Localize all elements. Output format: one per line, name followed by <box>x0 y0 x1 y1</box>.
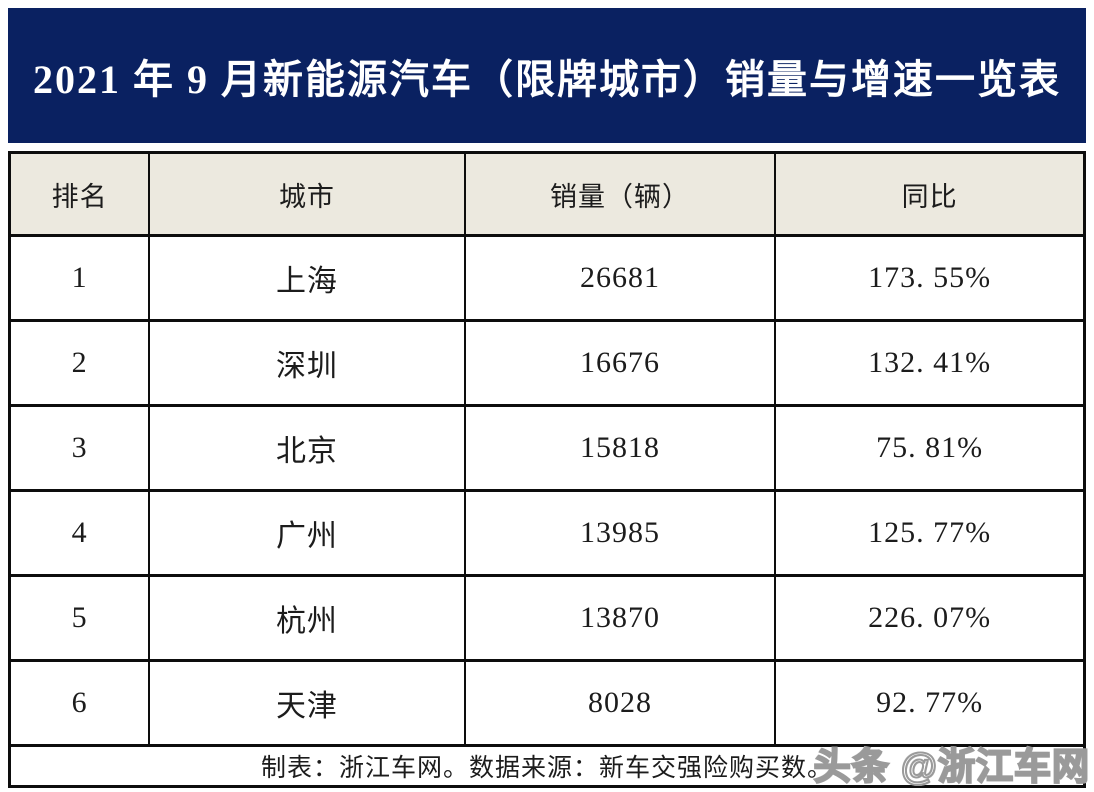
cell-yoy: 125. 77% <box>868 516 992 549</box>
header-rank: 排名 <box>11 154 151 234</box>
cell-rank: 3 <box>11 407 151 489</box>
header-sales: 销量（辆） <box>466 154 777 234</box>
cell-rank: 1 <box>11 237 151 319</box>
toutiao-watermark: 头条 @浙江车网 <box>813 745 1090 788</box>
title-banner: 2021 年 9 月新能源汽车（限牌城市）销量与增速一览表 <box>8 8 1086 143</box>
cell-city: 天津 <box>150 662 466 744</box>
cell-city: 北京 <box>150 407 466 489</box>
cell-rank: 4 <box>11 492 151 574</box>
sales-table: 排名 城市 销量（辆） 同比 1 上海 26681 173. 55% 2 深圳 … <box>8 151 1086 788</box>
cell-yoy: 75. 81% <box>876 431 984 464</box>
cell-city: 杭州 <box>150 577 466 659</box>
cell-sales: 13870 <box>466 577 777 659</box>
cell-yoy: 132. 41% <box>868 346 992 379</box>
cell-yoy: 92. 77% <box>876 686 984 719</box>
table-row: 6 天津 8028 92. 77% <box>11 662 1083 747</box>
cell-rank: 5 <box>11 577 151 659</box>
table-row: 3 北京 15818 75. 81% <box>11 407 1083 492</box>
cell-rank: 6 <box>11 662 151 744</box>
cell-city: 上海 <box>150 237 466 319</box>
cell-sales: 8028 <box>466 662 777 744</box>
cell-yoy: 226. 07% <box>868 601 992 634</box>
cell-sales: 15818 <box>466 407 777 489</box>
table-header-row: 排名 城市 销量（辆） 同比 <box>11 154 1083 237</box>
table-footer-note: 制表：浙江车网。数据来源：新车交强险购买数。 <box>11 747 1083 785</box>
table-row: 5 杭州 13870 226. 07% <box>11 577 1083 662</box>
cell-city: 深圳 <box>150 322 466 404</box>
cell-city: 广州 <box>150 492 466 574</box>
page-title: 2021 年 9 月新能源汽车（限牌城市）销量与增速一览表 <box>33 56 1061 102</box>
cell-sales: 13985 <box>466 492 777 574</box>
table-row: 2 深圳 16676 132. 41% <box>11 322 1083 407</box>
cell-rank: 2 <box>11 322 151 404</box>
header-city: 城市 <box>150 154 466 234</box>
header-yoy: 同比 <box>901 181 958 212</box>
cell-yoy: 173. 55% <box>868 261 992 294</box>
cell-sales: 16676 <box>466 322 777 404</box>
table-row: 1 上海 26681 173. 55% <box>11 237 1083 322</box>
cell-sales: 26681 <box>466 237 777 319</box>
table-row: 4 广州 13985 125. 77% <box>11 492 1083 577</box>
